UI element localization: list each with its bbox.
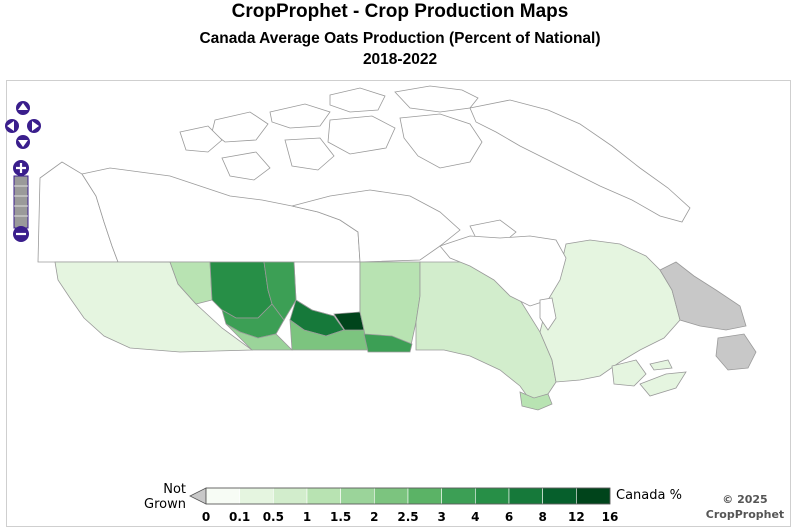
james-bay: [539, 297, 557, 331]
legend-swatch: [576, 487, 611, 505]
copyright-block: © 2025 CropProphet: [700, 492, 790, 522]
legend-swatch: [374, 487, 409, 505]
manitoba-south: [363, 333, 413, 353]
water-bodies: [439, 235, 567, 331]
period-label: 2018-2022: [362, 51, 438, 68]
legend-tick-label: 8: [538, 510, 547, 524]
legend-tick-label: 0.1: [229, 510, 251, 524]
newfoundland: [715, 333, 757, 371]
page-subtitle: Canada Average Oats Production (Percent …: [199, 30, 601, 47]
sask-nw: [263, 261, 297, 321]
arctic-island: [327, 115, 396, 155]
pan-left-button[interactable]: [5, 119, 19, 133]
eastern-provinces: [415, 239, 757, 411]
copyright-year: © 2025: [722, 493, 768, 506]
legend-tick-label: 12: [567, 510, 585, 524]
legend-tick-label: 4: [471, 510, 480, 524]
legend-swatch: [205, 487, 240, 505]
legend-swatches: [205, 487, 611, 505]
legend-tick-label: 3: [437, 510, 446, 524]
pan-up-button[interactable]: [16, 101, 30, 115]
baffin-island: [469, 99, 691, 223]
zoom-slider[interactable]: [13, 175, 29, 229]
arctic-island: [284, 137, 335, 171]
legend-border: [205, 487, 611, 505]
arctic-island: [329, 87, 386, 113]
legend-swatch: [407, 487, 442, 505]
page-title: CropProphet - Crop Production Maps: [231, 1, 569, 22]
legend-tick-label: 1.5: [330, 510, 352, 524]
not-grown-swatch: [189, 487, 207, 505]
arctic-island: [179, 125, 223, 153]
arctic-island: [269, 103, 331, 129]
alberta-north: [209, 261, 273, 319]
legend-swatch: [475, 487, 510, 505]
legend-tick-label: 16: [601, 510, 619, 524]
arctic-island: [399, 113, 483, 169]
arctic-island: [394, 85, 479, 113]
legend-swatch: [340, 487, 375, 505]
legend-tick-label: 1: [302, 510, 312, 524]
legend-tick-label: 2.5: [397, 510, 419, 524]
pei: [649, 359, 673, 371]
pan-right-button[interactable]: [27, 119, 41, 133]
not-grown-label: Not Grown: [144, 482, 186, 512]
sask-south: [289, 319, 369, 351]
hudson-bay: [439, 235, 567, 307]
legend-tick-label: 6: [504, 510, 514, 524]
northwest-territories: [81, 167, 361, 263]
map-nav-controls: [5, 101, 41, 242]
legend-swatch: [273, 487, 308, 505]
zoom-in-button[interactable]: [13, 160, 29, 176]
southern-ontario: [519, 391, 553, 411]
pan-down-button[interactable]: [16, 135, 30, 149]
labrador: [659, 261, 747, 331]
legend-swatch: [239, 487, 274, 505]
legend-swatch: [441, 487, 476, 505]
zoom-out-button[interactable]: [13, 226, 29, 242]
legend-tick-label: 0: [201, 510, 211, 524]
legend-tick-label: 0.5: [262, 510, 284, 524]
nova-scotia: [639, 371, 687, 397]
legend-swatch: [508, 487, 543, 505]
alberta-south: [225, 323, 293, 351]
copyright-brand: CropProphet: [705, 508, 785, 521]
western-provinces: [54, 261, 421, 353]
arctic-island: [221, 151, 271, 181]
legend-swatch: [542, 487, 577, 505]
legend-colorbar: [189, 487, 611, 505]
legend-swatch: [306, 487, 341, 505]
arctic-island: [211, 111, 269, 143]
legend-tick-label: 2: [370, 510, 379, 524]
legend-unit-label: Canada %: [616, 488, 682, 503]
new-brunswick: [611, 359, 647, 387]
arctic-islands: [179, 85, 691, 245]
northern-territories: [37, 161, 461, 263]
